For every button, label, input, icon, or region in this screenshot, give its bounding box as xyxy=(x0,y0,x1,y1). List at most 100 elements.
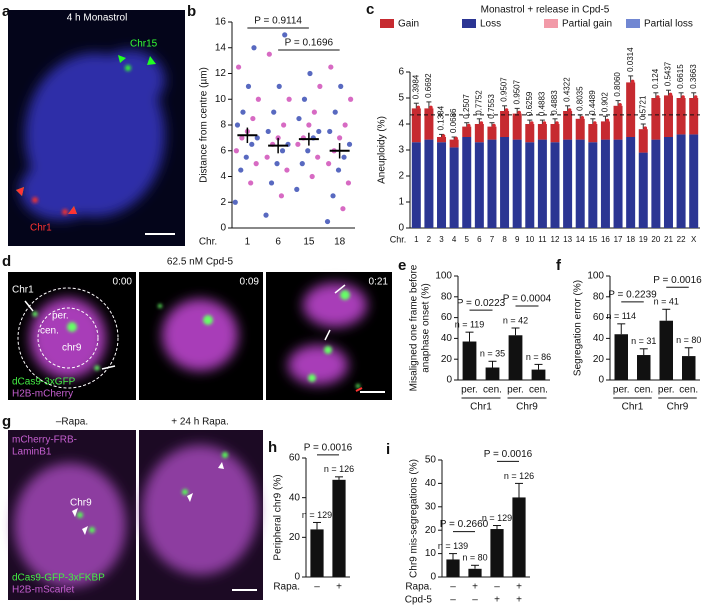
x-tick-label: + xyxy=(516,582,522,593)
bar xyxy=(485,367,500,380)
channel-label: dCas9-GFP-3xFKBP xyxy=(12,573,105,584)
p-value: 0.5437 xyxy=(664,61,673,86)
p-value: 0.4322 xyxy=(563,77,572,102)
data-point xyxy=(492,123,496,128)
bar-segment xyxy=(588,124,598,143)
y-axis-label: anaphase onset (%) xyxy=(421,283,432,373)
data-point xyxy=(232,199,238,205)
p-value: 0.7752 xyxy=(474,90,483,115)
annotation: Chr15 xyxy=(130,39,158,50)
panel-label: d xyxy=(2,253,11,270)
data-point xyxy=(253,161,259,167)
bar xyxy=(531,369,546,380)
bar-segment xyxy=(512,113,522,140)
channel-label: H2B-mCherry xyxy=(12,389,73,400)
x-tick-label: cen. xyxy=(483,385,502,396)
data-point xyxy=(296,115,302,122)
bar xyxy=(468,568,482,577)
p-value: 0.2507 xyxy=(462,94,471,119)
x-tick-label: X xyxy=(691,235,697,244)
x-tick-label: 15 xyxy=(588,235,597,244)
data-point xyxy=(668,92,673,97)
bar-segment xyxy=(613,139,623,228)
panel-label: b xyxy=(187,3,196,20)
n-label: n = 80 xyxy=(676,335,701,345)
data-point xyxy=(315,154,321,160)
y-tick-label: 0 xyxy=(398,223,404,234)
y-tick-label: 10 xyxy=(425,548,437,559)
bar-segment xyxy=(663,137,673,228)
n-label: n = 129 xyxy=(482,513,512,523)
nucleus xyxy=(14,445,258,587)
p-value: 0.6615 xyxy=(676,64,685,89)
x-tick-label: 22 xyxy=(677,235,686,244)
annotation: per. xyxy=(52,311,69,322)
data-point xyxy=(555,121,559,125)
data-point xyxy=(243,154,249,160)
bar xyxy=(508,335,523,380)
arrows xyxy=(355,387,363,392)
bar-segment xyxy=(537,139,547,228)
n-label: n = 31 xyxy=(631,336,656,346)
foci xyxy=(32,290,360,388)
bar xyxy=(332,479,346,577)
bar-segment xyxy=(575,139,585,228)
y-tick-label: 2 xyxy=(398,171,404,182)
n-label: n = 129 xyxy=(302,510,332,520)
x-tick-label: 19 xyxy=(639,235,648,244)
data-point xyxy=(282,32,288,38)
y-tick-label: 20 xyxy=(441,354,453,365)
x-tick-label: 6 xyxy=(275,237,281,248)
bar-segment xyxy=(525,142,535,228)
y-tick-label: 3 xyxy=(398,145,404,156)
data-point xyxy=(239,135,245,141)
x-tick-label: cen. xyxy=(634,385,653,396)
p-value: P = 0.9114 xyxy=(254,16,302,27)
x-tick-label: 9 xyxy=(515,235,520,244)
data-point xyxy=(254,135,260,141)
y-tick-label: 8 xyxy=(220,120,226,131)
data-point xyxy=(593,121,597,125)
y-axis-label: Aneuploidy (%) xyxy=(377,116,388,184)
arrowheads xyxy=(16,187,77,214)
n-label: n = 114 xyxy=(606,311,636,321)
data-point xyxy=(466,123,471,128)
bar-segment xyxy=(651,139,661,228)
bar-segment xyxy=(600,121,610,140)
nucleus xyxy=(20,50,165,220)
x-tick-label: 12 xyxy=(551,235,560,244)
p-value: 0.7553 xyxy=(487,94,496,119)
bar-segment xyxy=(563,111,573,140)
x-tick-label: 10 xyxy=(525,235,534,244)
x-tick-label: – xyxy=(494,582,500,593)
group-label: Chr1 xyxy=(622,402,644,413)
data-point xyxy=(454,136,458,141)
n-label: n = 42 xyxy=(503,315,528,325)
legend-label: Partial loss xyxy=(644,19,693,30)
bar xyxy=(659,320,673,380)
bar-segment xyxy=(474,124,484,143)
x-tick-label: 15 xyxy=(303,237,315,248)
legend-swatch xyxy=(626,19,640,28)
x-tick-label: – xyxy=(314,582,320,593)
data-point xyxy=(656,95,660,99)
chromatin xyxy=(30,283,367,385)
data-point xyxy=(416,105,421,110)
p-value: 0.0686 xyxy=(449,108,458,133)
legend-swatch xyxy=(544,19,558,28)
x-tick-label: 8 xyxy=(502,235,507,244)
data-point xyxy=(249,141,255,147)
y-tick-label: 100 xyxy=(435,271,452,282)
data-point xyxy=(341,154,347,160)
bar-segment xyxy=(462,126,472,137)
n-label: n = 41 xyxy=(654,297,679,307)
panel-label: c xyxy=(366,1,374,18)
p-value: 0.124 xyxy=(651,68,660,89)
bar-segment xyxy=(575,118,585,140)
x-tick-label: 20 xyxy=(651,235,660,244)
x-tick-label: + xyxy=(336,582,342,593)
bar-segment xyxy=(411,108,421,143)
x-tick-label: per. xyxy=(613,385,630,396)
bar xyxy=(614,334,628,380)
bar-segment xyxy=(638,129,648,153)
